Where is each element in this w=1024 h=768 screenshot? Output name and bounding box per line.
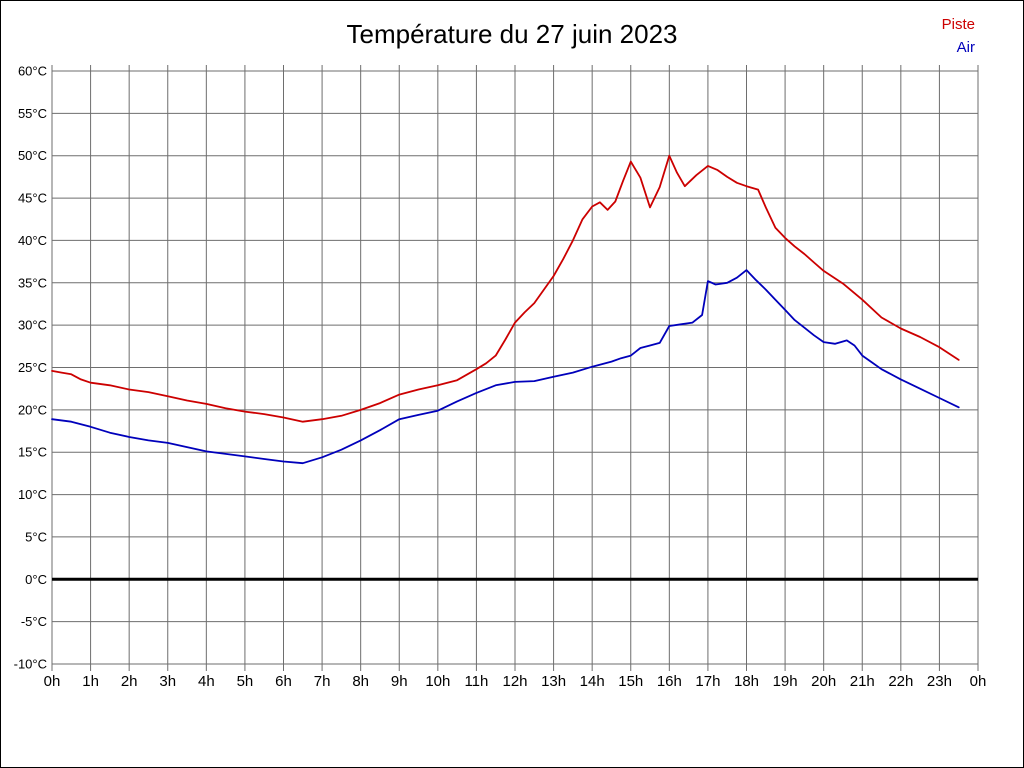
x-tick-label: 6h xyxy=(275,673,292,690)
legend: Piste Air xyxy=(942,13,975,59)
x-tick-label: 3h xyxy=(159,673,176,690)
x-tick-label: 16h xyxy=(657,673,682,690)
y-tick-label: 15°C xyxy=(18,445,47,460)
x-tick-label: 10h xyxy=(425,673,450,690)
x-tick-label: 1h xyxy=(82,673,99,690)
x-tick-label: 0h xyxy=(970,673,987,690)
x-tick-label: 17h xyxy=(695,673,720,690)
x-tick-label: 23h xyxy=(927,673,952,690)
x-tick-label: 0h xyxy=(44,673,61,690)
x-tick-label: 20h xyxy=(811,673,836,690)
x-tick-label: 22h xyxy=(888,673,913,690)
x-tick-label: 5h xyxy=(237,673,254,690)
legend-item-piste: Piste xyxy=(941,16,975,33)
chart-title: Température du 27 juin 2023 xyxy=(346,19,678,49)
x-tick-label: 4h xyxy=(198,673,215,690)
x-tick-label: 14h xyxy=(580,673,605,690)
x-tick-label: 8h xyxy=(352,673,369,690)
y-tick-label: 50°C xyxy=(18,148,47,163)
y-tick-label: -5°C xyxy=(21,614,47,629)
legend-item-air: Air xyxy=(956,39,975,56)
x-tick-label: 19h xyxy=(773,673,798,690)
y-tick-label: 60°C xyxy=(18,64,47,79)
series-line-air xyxy=(51,269,960,465)
x-tick-label: 7h xyxy=(314,673,331,690)
y-tick-label: 10°C xyxy=(18,487,47,502)
y-tick-label: -10°C xyxy=(14,657,47,672)
y-tick-label: 0°C xyxy=(25,572,47,587)
x-tick-label: 18h xyxy=(734,673,759,690)
x-tick-label: 2h xyxy=(121,673,138,690)
y-tick-label: 5°C xyxy=(25,529,47,544)
x-tick-label: 12h xyxy=(502,673,527,690)
x-tick-label: 13h xyxy=(541,673,566,690)
y-tick-label: 20°C xyxy=(18,402,47,417)
y-tick-label: 30°C xyxy=(18,318,47,333)
x-tick-label: 15h xyxy=(618,673,643,690)
series-line-piste xyxy=(51,154,960,423)
y-tick-label: 35°C xyxy=(18,275,47,290)
x-tick-label: 11h xyxy=(464,673,488,690)
x-tick-label: 21h xyxy=(850,673,875,690)
y-tick-label: 55°C xyxy=(18,106,47,121)
y-tick-label: 45°C xyxy=(18,191,47,206)
y-tick-label: 40°C xyxy=(18,233,47,248)
x-tick-label: 9h xyxy=(391,673,408,690)
y-tick-label: 25°C xyxy=(18,360,47,375)
